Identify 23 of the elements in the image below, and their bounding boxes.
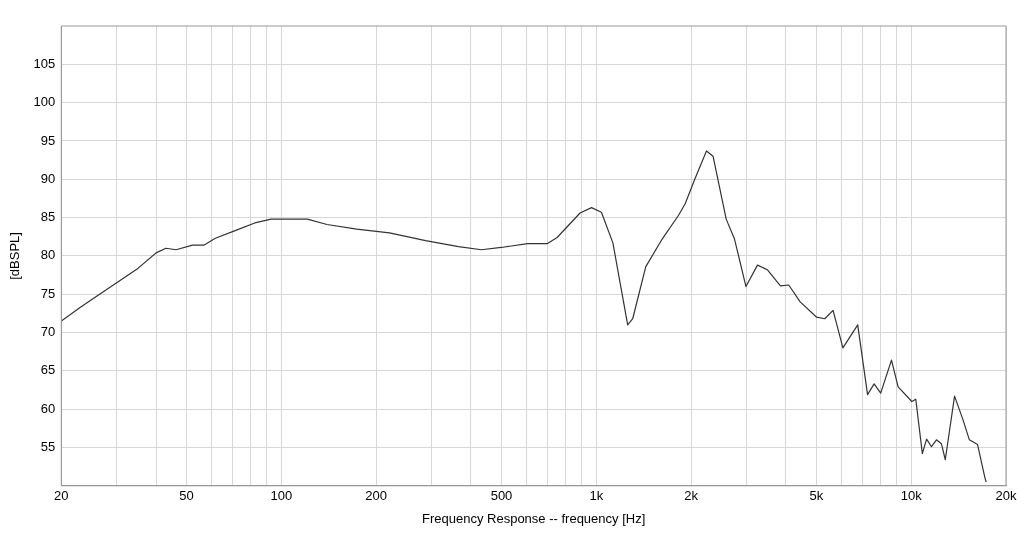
x-tick-label: 500 <box>490 488 513 504</box>
x-axis-title: Frequency Response -- frequency [Hz] <box>422 510 646 526</box>
y-tick-label: 100 <box>33 94 56 110</box>
y-tick-label: 65 <box>40 362 56 378</box>
x-tick-label: 20k <box>995 488 1017 504</box>
x-tick-label: 10k <box>900 488 923 504</box>
y-tick-label: 70 <box>40 324 56 340</box>
y-tick-label: 90 <box>40 170 56 186</box>
x-tick-label: 50 <box>179 488 194 504</box>
y-tick-label: 75 <box>40 285 56 301</box>
x-tick-label: 100 <box>270 488 293 504</box>
x-tick-label: 2k <box>684 488 699 504</box>
y-tick-label: 105 <box>33 55 56 71</box>
y-tick-label: 85 <box>40 209 56 225</box>
y-tick-label: 95 <box>40 132 56 148</box>
x-tick-label: 20 <box>54 488 69 504</box>
x-tick-label: 5k <box>809 488 824 504</box>
y-tick-label: 55 <box>40 439 56 455</box>
y-tick-label: 60 <box>40 400 56 416</box>
y-tick-label: 80 <box>40 247 56 263</box>
x-tick-label: 1k <box>589 488 604 504</box>
y-axis-title: [dBSPL] <box>7 232 23 280</box>
x-tick-label: 200 <box>365 488 388 504</box>
